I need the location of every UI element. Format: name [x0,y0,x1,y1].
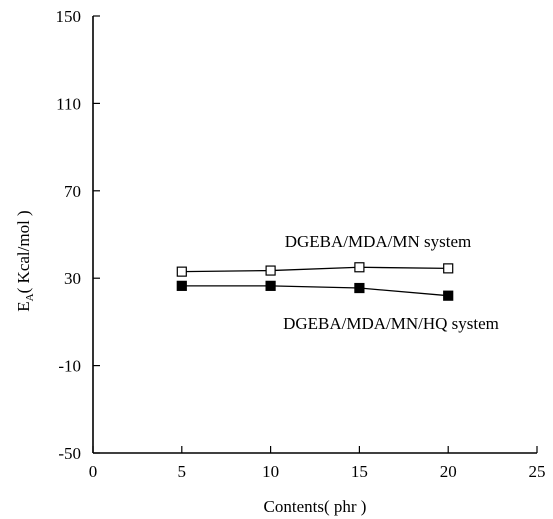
y-tick-label: 110 [56,94,81,113]
x-tick-label: 20 [440,462,457,481]
annotations: DGEBA/MDA/MN system DGEBA/MDA/MN/HQ syste… [283,232,499,333]
open-square-marker [176,266,187,277]
y-tick-label: 30 [64,269,81,288]
y-axis-title-main: E [14,301,33,311]
x-tick-label: 5 [178,462,187,481]
y-tick-label: 150 [56,7,82,26]
y-tick-label: -50 [58,444,81,463]
filled-square-marker [176,280,187,291]
series-line [181,266,449,273]
x-axis-title: Contents( phr ) [264,497,367,516]
plot-frame [92,16,537,454]
ticks: -50 -10 30 70 110 150 0 5 10 15 20 25 [56,7,546,481]
y-axis-title-rest: ( Kcal/mol ) [14,210,33,293]
filled-square-marker [354,282,365,294]
filled-square-marker [265,280,276,291]
open-square-marker [265,265,276,276]
x-tick-label: 10 [262,462,279,481]
y-tick-label: 70 [64,182,81,201]
x-tick-label: 25 [529,462,546,481]
series-label-mn-hq: DGEBA/MDA/MN/HQ system [283,314,499,333]
open-square-marker [443,263,454,274]
y-tick-label: -10 [58,357,81,376]
x-tick-label: 15 [351,462,368,481]
series-2 [176,280,454,301]
x-tick-label: 0 [89,462,98,481]
series-label-mn: DGEBA/MDA/MN system [285,232,472,251]
y-axis-title-sub: A [24,293,36,301]
series-layer [176,262,454,301]
filled-square-marker [443,290,454,301]
y-axis-title: EA( Kcal/mol ) [14,210,36,311]
open-square-marker [354,262,365,273]
series-line [181,285,449,297]
series-1 [176,262,454,277]
